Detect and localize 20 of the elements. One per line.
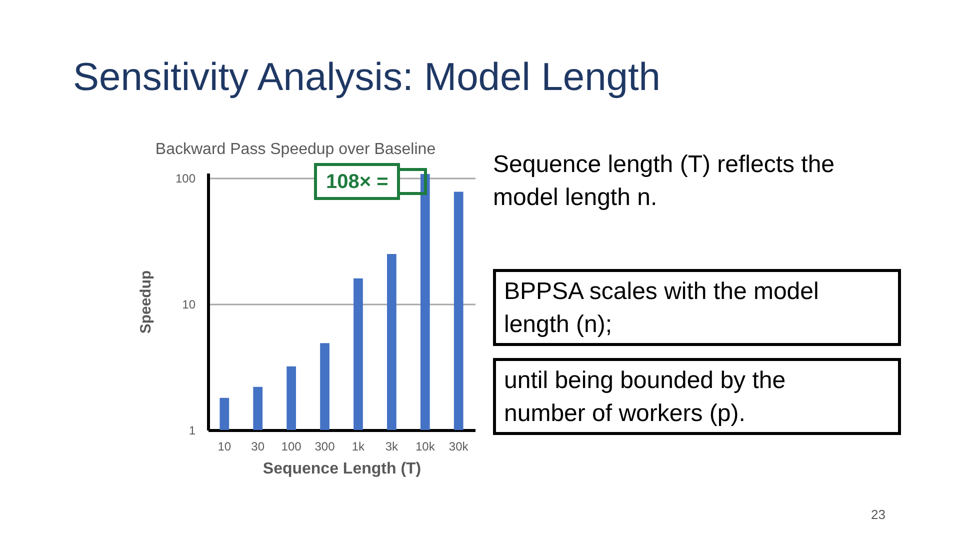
y-tick-label: 10 — [182, 298, 196, 312]
x-axis-title: Sequence Length (T) — [262, 460, 422, 478]
x-tick-label: 30k — [448, 440, 470, 454]
x-tick-label: 30 — [251, 440, 265, 454]
annotation: 108× = — [324, 170, 390, 194]
y-axis-title: Speedup — [137, 270, 154, 334]
text-box: BPPSA scales with the model length (n); — [493, 269, 901, 346]
chart-title: Sensitivity Analysis: Model Length — [73, 55, 660, 101]
text: 23 — [871, 507, 886, 522]
y-tick-label: 100 — [175, 172, 196, 186]
x-tick-label: 10 — [218, 440, 232, 454]
x-tick-label: 10k — [415, 440, 436, 454]
text-box: until being bounded by the number of workers (p). — [493, 358, 901, 435]
x-tick-label: 100 — [281, 440, 302, 454]
chart-subtitle: Backward Pass Speedup over Baseline — [155, 141, 436, 158]
text: Sequence length (T) reflects the model length n. — [493, 150, 836, 213]
x-tick-label: 300 — [314, 440, 336, 454]
x-tick-label: 3k — [385, 440, 400, 454]
x-tick-label: 1k — [352, 440, 366, 454]
y-tick-label: 1 — [188, 424, 196, 438]
